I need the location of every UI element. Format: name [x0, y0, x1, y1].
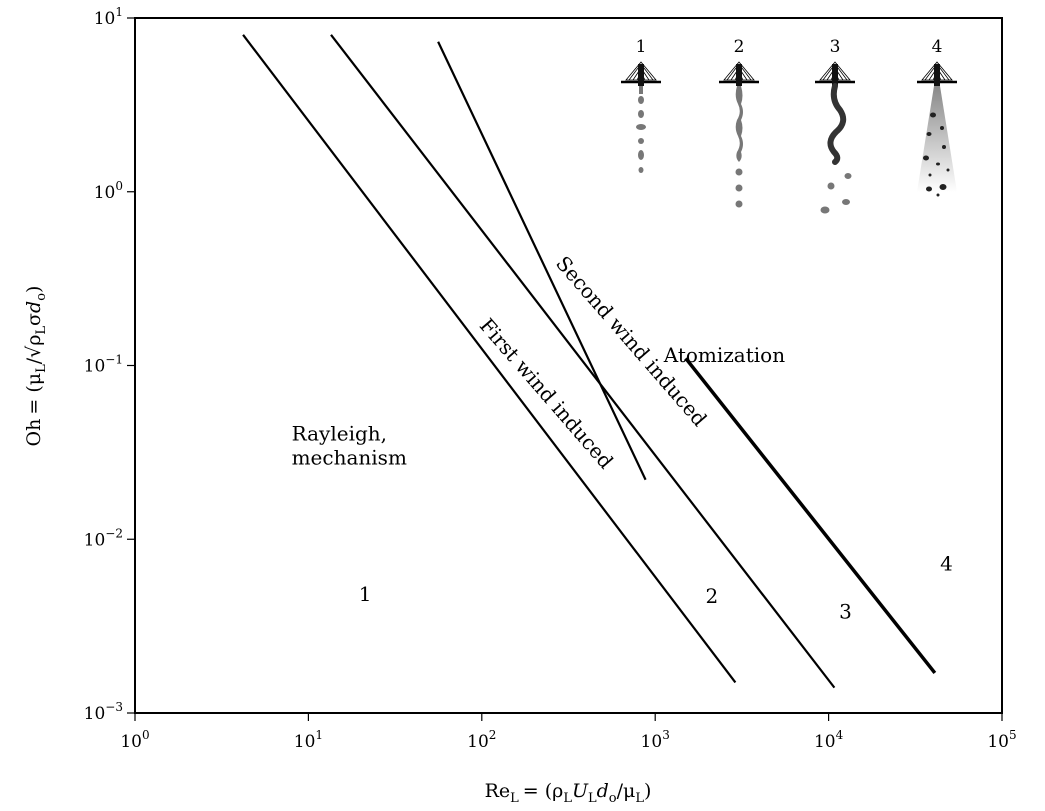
first-wind-label: First wind induced	[475, 314, 618, 474]
x-tick-label: 103	[641, 728, 670, 752]
y-tick-label: 10−1	[84, 353, 123, 377]
jet-illustrations: 1 2 3 4	[621, 37, 957, 214]
rayleigh-label: Rayleigh, mechanism	[292, 422, 407, 470]
inset-label-4: 4	[932, 37, 943, 57]
x-tick-label: 104	[814, 728, 844, 752]
atomization-label: Atomization	[663, 343, 785, 367]
nozzle-2-illustration	[719, 61, 759, 208]
nozzle-3-illustration	[815, 61, 855, 214]
y-tick-label: 10−3	[84, 700, 123, 724]
y-tick-label: 101	[94, 5, 123, 29]
y-axis-title: Oh= (μL/√ρLσdo)	[23, 286, 49, 447]
x-tick-label: 105	[987, 728, 1016, 752]
x-tick-label: 102	[467, 728, 496, 752]
region-2-label: 2	[705, 584, 718, 608]
region-annotations: Rayleigh, mechanism First wind inducedSeco…	[292, 251, 953, 623]
inset-label-2: 2	[734, 37, 745, 57]
boundary-lines	[242, 34, 937, 689]
boundary-line-2	[330, 34, 836, 689]
x-tick-label: 101	[294, 728, 323, 752]
region-3-label: 3	[839, 599, 852, 623]
boundary-line-1	[242, 34, 737, 684]
boundary-line-4	[684, 357, 937, 675]
second-wind-label: Second wind induced	[551, 251, 712, 431]
axis-ticks: 100 101 102 103 104 105 10−3 10−2 10−1 100 101	[84, 5, 1017, 752]
inset-label-3: 3	[830, 37, 841, 57]
y-tick-label: 100	[94, 179, 123, 203]
x-tick-label: 100	[120, 728, 149, 752]
region-4-label: 4	[940, 552, 953, 576]
inset-label-1: 1	[636, 37, 647, 57]
nozzle-4-illustration	[917, 61, 957, 197]
region-1-label: 1	[359, 582, 372, 606]
plot-frame	[134, 17, 1003, 714]
nozzle-1-illustration	[621, 61, 661, 173]
x-axis-title: ReL = (ρLULdo/μL)	[485, 780, 652, 806]
boundary-line-3	[437, 41, 647, 481]
y-tick-label: 10−2	[84, 526, 123, 550]
